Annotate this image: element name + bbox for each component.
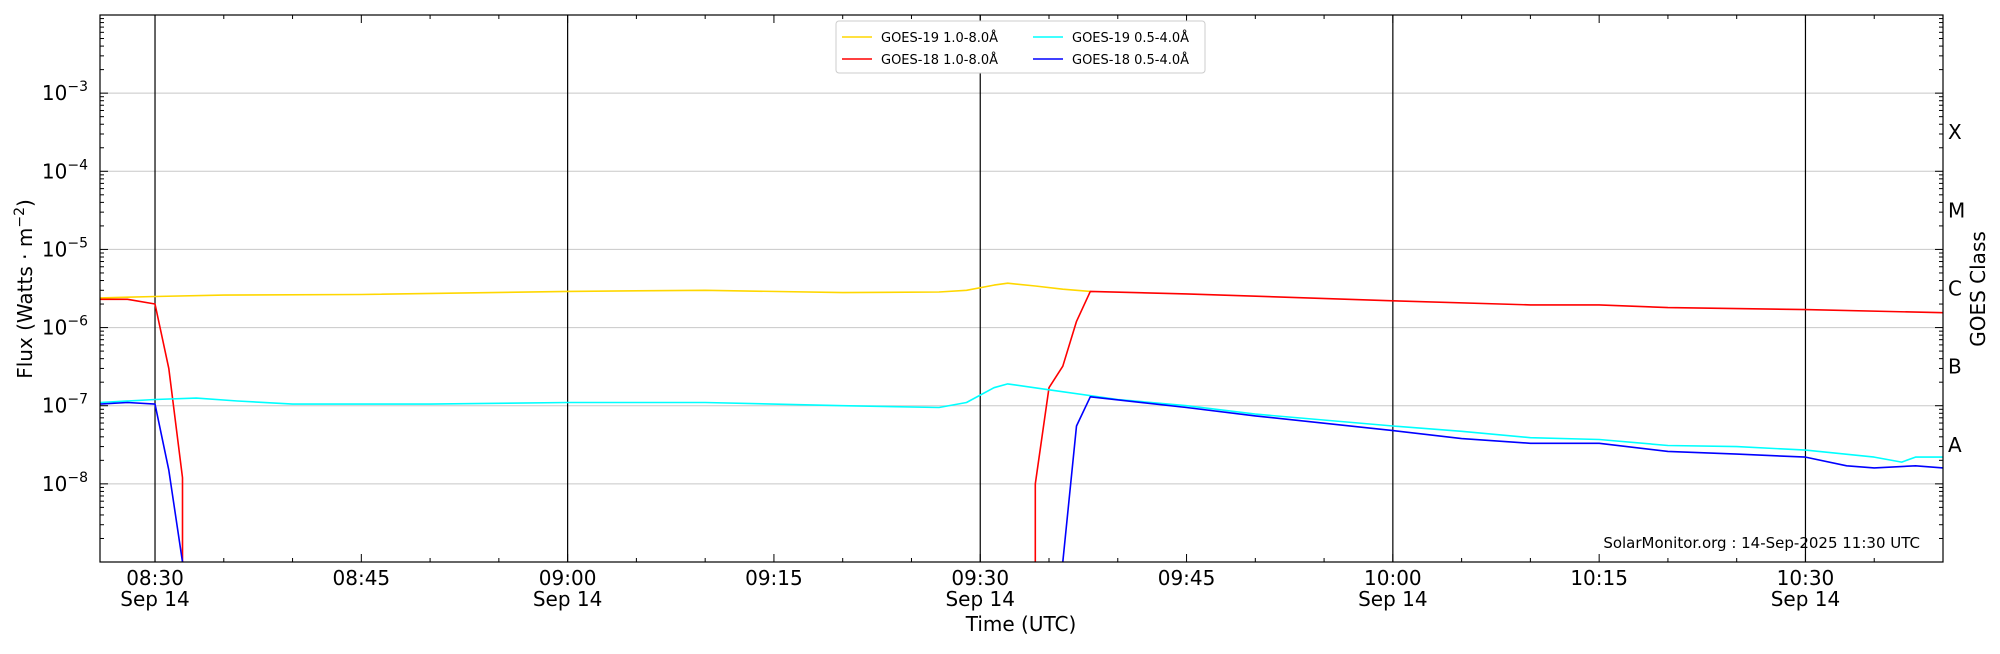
y-tick-label: 10−6: [42, 314, 88, 340]
y-axis-label-prefix: Flux (Watts · m: [13, 228, 37, 379]
y-tick-label: 10−8: [42, 470, 88, 496]
x-tick-label-time: 08:45: [333, 566, 391, 590]
y-tick-label-base: 10: [42, 237, 67, 261]
series-line-1-b: [1034, 290, 1944, 562]
x-tick-label-date: Sep 14: [945, 587, 1015, 611]
y-tick-label-exp: −6: [67, 314, 88, 330]
y-axis-label-exp: −2: [12, 207, 28, 228]
y-tick-label-exp: −4: [67, 157, 88, 173]
y-tick-label-base: 10: [42, 472, 67, 496]
legend-label-goes18-short: GOES-18 0.5-4.0Å: [1072, 52, 1189, 68]
x-axis-label: Time (UTC): [965, 612, 1077, 636]
goes-class-label: B: [1948, 355, 1962, 379]
legend-label-goes19-long: GOES-19 1.0-8.0Å: [881, 30, 998, 46]
right-axis-label: GOES Class: [1966, 231, 1990, 347]
y-axis-label-suffix: ): [13, 199, 37, 207]
y-tick-label-exp: −8: [67, 470, 88, 486]
goes-class-label: X: [1948, 120, 1962, 144]
y-tick-label-exp: −7: [67, 392, 88, 408]
x-tick-label-date: Sep 14: [120, 587, 190, 611]
x-tick-label-time: 10:30: [1777, 566, 1835, 590]
x-tick-label-time: 09:30: [951, 566, 1009, 590]
credit-text: SolarMonitor.org : 14-Sep-2025 11:30 UTC: [1603, 534, 1920, 552]
x-tick-label-date: Sep 14: [1771, 587, 1841, 611]
goes-class-label: M: [1948, 198, 1965, 222]
y-tick-label: 10−4: [42, 157, 88, 183]
ticks-layer: [100, 15, 1944, 562]
y-axis-label: Flux (Watts · m−2): [12, 199, 37, 379]
y-tick-labels: 10−310−410−510−610−710−8: [42, 79, 88, 496]
y-tick-label-base: 10: [42, 159, 67, 183]
x-tick-label-time: 09:45: [1158, 566, 1216, 590]
legend-label-goes19-short: GOES-19 0.5-4.0Å: [1072, 30, 1189, 46]
legend-box: [835, 20, 1206, 74]
x-tick-label-date: Sep 14: [1358, 587, 1428, 611]
y-tick-label: 10−3: [42, 79, 88, 105]
goes-class-labels: X M C B A: [1948, 120, 1965, 457]
x-tick-label-time: 10:00: [1364, 566, 1422, 590]
goes-class-label: C: [1948, 277, 1962, 301]
series-line-3-b: [1062, 396, 1944, 563]
x-tick-label-time: 10:15: [1570, 566, 1628, 590]
plot-frame: [99, 14, 1944, 563]
x-tick-label-date: Sep 14: [533, 587, 603, 611]
grid-layer: [100, 15, 1943, 562]
y-tick-label: 10−5: [42, 235, 88, 261]
series-line-2: [99, 383, 1943, 463]
legend-label-goes18-long: GOES-18 1.0-8.0Å: [881, 52, 998, 68]
y-tick-label-base: 10: [42, 81, 67, 105]
x-tick-label-time: 09:00: [539, 566, 597, 590]
y-tick-label: 10−7: [42, 392, 88, 418]
x-tick-label-time: 08:30: [126, 566, 184, 590]
y-tick-label-base: 10: [42, 394, 67, 418]
y-tick-label-base: 10: [42, 316, 67, 340]
series-line-0: [99, 282, 1091, 299]
series-layer: [99, 282, 1944, 563]
y-tick-label-exp: −5: [67, 235, 88, 251]
legend: GOES-19 1.0-8.0Å GOES-18 1.0-8.0Å GOES-1…: [835, 20, 1206, 74]
goes-class-label: A: [1948, 433, 1962, 457]
x-tick-label-time: 09:15: [745, 566, 803, 590]
series-line-1: [100, 298, 184, 562]
y-tick-label-exp: −3: [67, 79, 88, 95]
series-line-3: [99, 401, 184, 563]
